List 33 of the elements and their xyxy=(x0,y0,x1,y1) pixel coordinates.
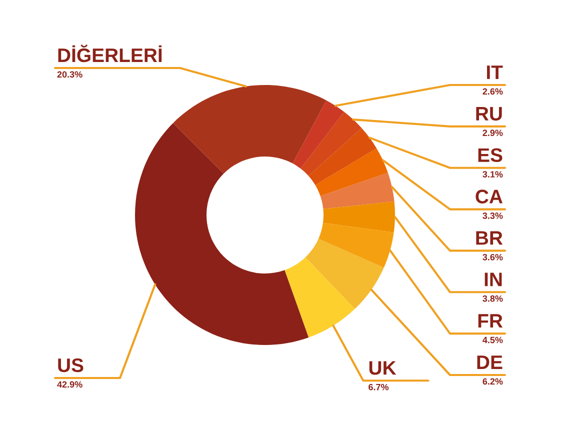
donut-slice xyxy=(292,100,344,169)
data-label: 2.9% xyxy=(482,130,503,136)
slice-label: DİĞERLERİ xyxy=(58,44,162,62)
data-label: 4.5% xyxy=(482,336,503,344)
slice-label: FR xyxy=(478,314,503,328)
data-label: 20.3% xyxy=(57,71,82,78)
data-label: 2.6% xyxy=(482,88,503,95)
donut-slice xyxy=(322,201,395,232)
data-label: 6.2% xyxy=(482,378,503,385)
data-label: 42.9% xyxy=(57,381,82,388)
slice-label: IT xyxy=(487,66,503,79)
slice-label: US xyxy=(58,358,84,372)
slice-label: RU xyxy=(476,107,502,121)
slice-label: UK xyxy=(369,361,396,375)
donut-slice xyxy=(284,257,355,338)
data-label: 3.8% xyxy=(482,295,503,302)
donut-slice xyxy=(318,222,394,268)
donut-slice xyxy=(300,112,362,176)
slice-label: DE xyxy=(477,356,502,369)
slice-label: CA xyxy=(476,190,502,204)
slice-label: BR xyxy=(476,231,503,245)
slice-label: ES xyxy=(478,148,502,162)
donut-slice xyxy=(135,123,309,345)
slice-label: IN xyxy=(484,272,502,286)
donut-slice xyxy=(308,128,377,185)
donut-slice xyxy=(315,148,388,196)
data-label: 3.3% xyxy=(482,212,503,219)
data-label: 3.6% xyxy=(482,254,503,260)
donut-slice xyxy=(320,172,394,209)
donut-slice xyxy=(173,85,326,174)
data-label: 3.1% xyxy=(482,171,503,178)
data-label: 6.7% xyxy=(368,384,389,390)
donut-slice xyxy=(305,238,384,309)
